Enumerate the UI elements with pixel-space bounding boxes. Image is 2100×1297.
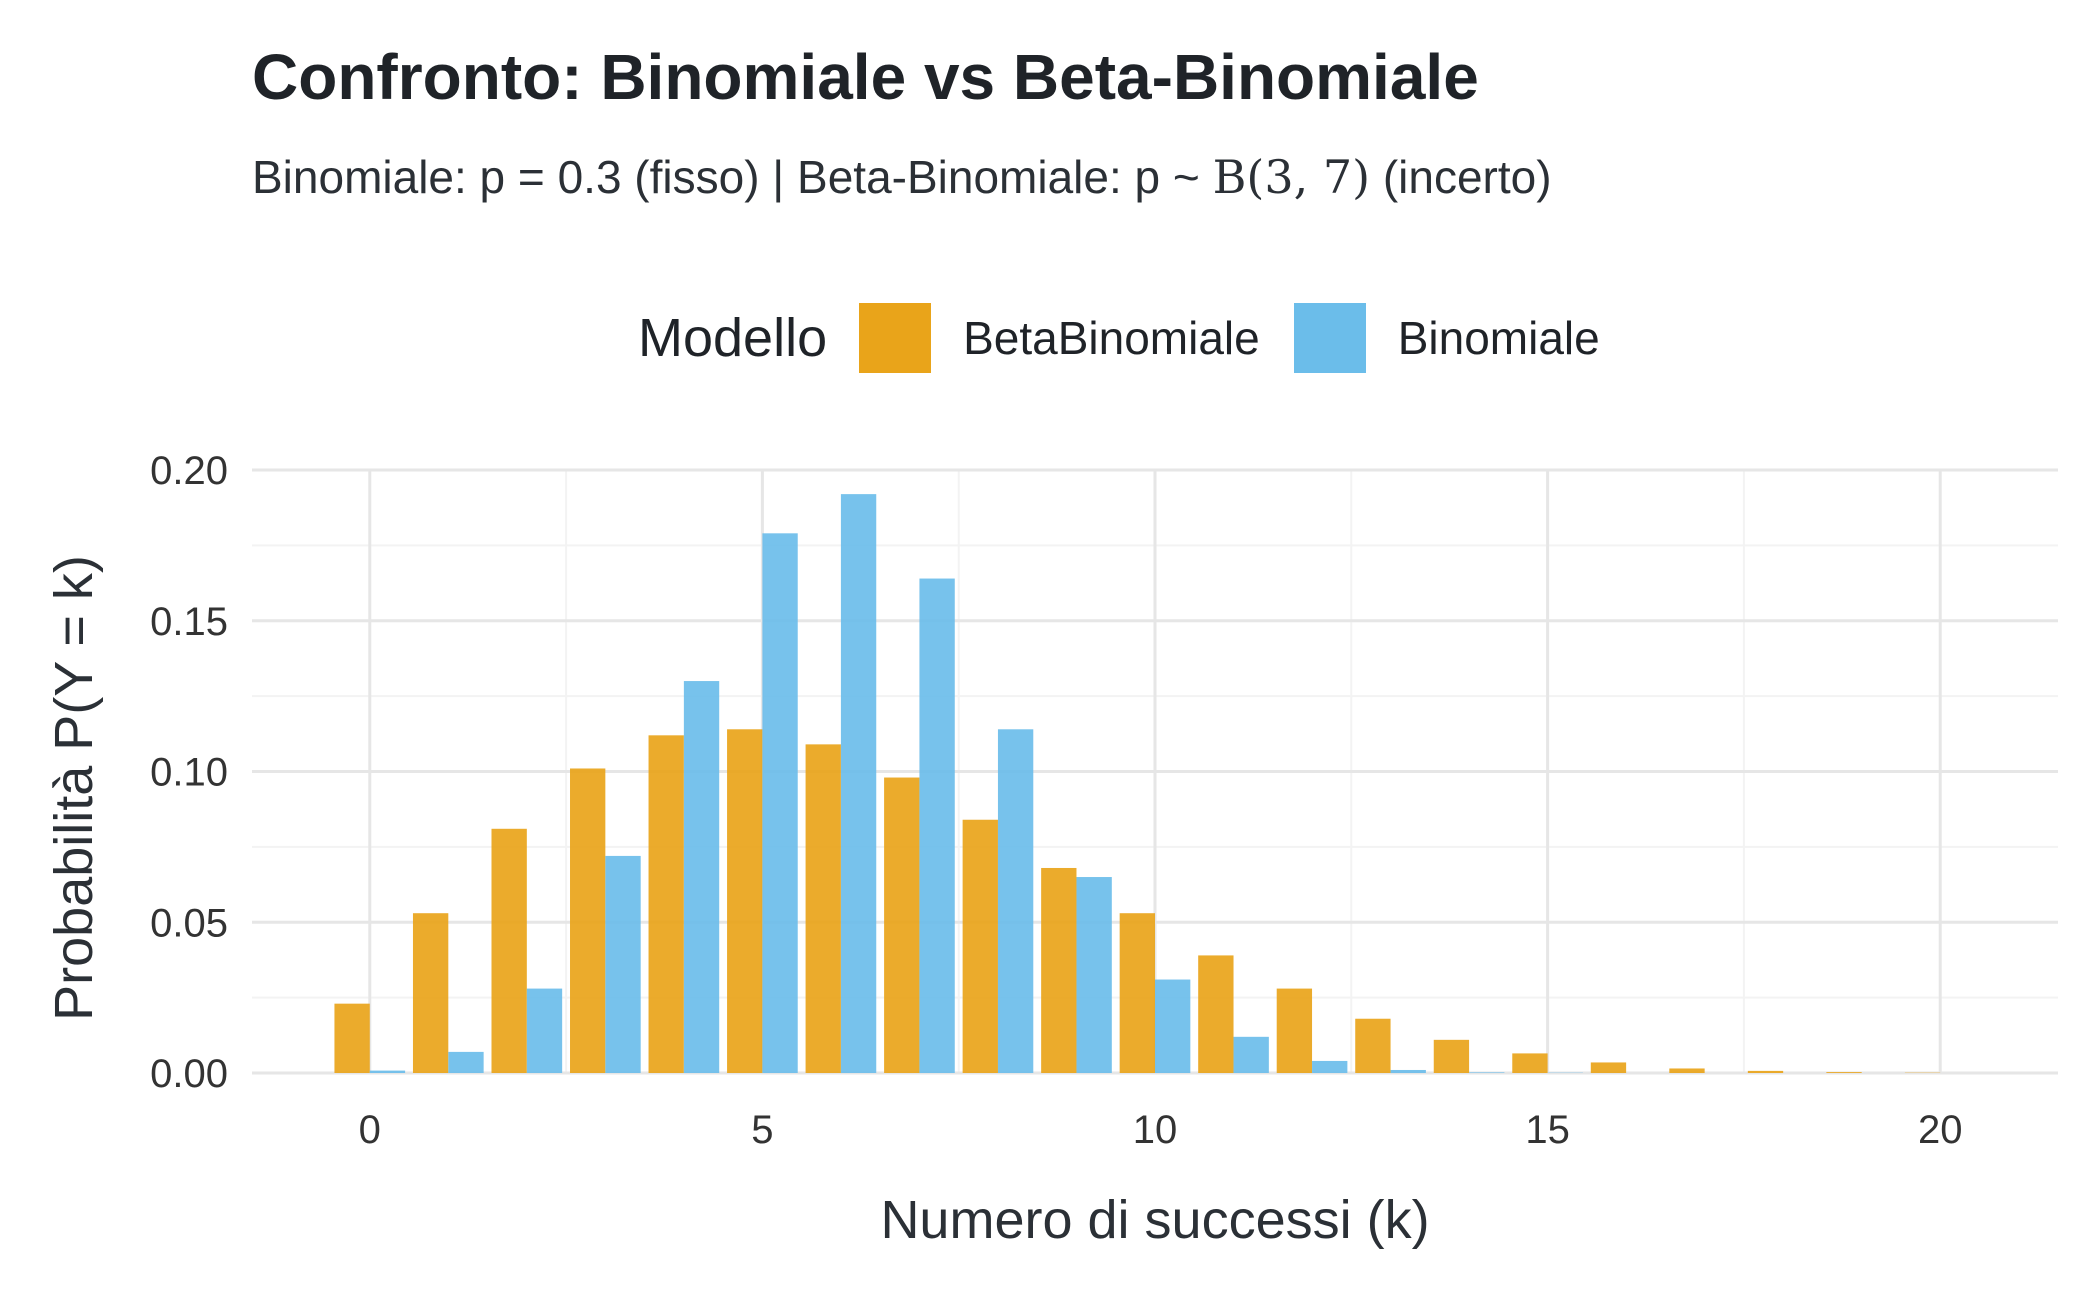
bar-betabinomiale-k13	[1355, 1018, 1391, 1073]
bar-betabinomiale-k17	[1669, 1068, 1705, 1073]
x-tick-label: 5	[751, 1108, 773, 1152]
chart-title: Confronto: Binomiale vs Beta-Binomiale	[252, 41, 1479, 113]
y-tick-label: 0.05	[150, 901, 228, 945]
x-tick-label: 15	[1525, 1108, 1570, 1152]
bar-betabinomiale-k11	[1198, 955, 1234, 1073]
bar-betabinomiale-k12	[1276, 988, 1313, 1073]
y-tick-label: 0.20	[150, 449, 228, 493]
subtitle-uncertain: (incerto)	[1382, 151, 1552, 203]
bar-betabinomiale-k18	[1747, 1070, 1784, 1073]
bar-betabinomiale-k6	[805, 744, 841, 1073]
bar-betabinomiale-k16	[1590, 1062, 1627, 1073]
bar-betabinomiale-k19	[1826, 1072, 1862, 1073]
bar-betabinomiale-k5	[727, 729, 763, 1073]
bar-betabinomiale-k10	[1119, 913, 1155, 1073]
bar-binomiale-k6	[840, 494, 877, 1073]
x-tick-label: 20	[1918, 1108, 1963, 1152]
bar-binomiale-k9	[1076, 877, 1112, 1073]
legend-item-betabinomiale: BetaBinomiale	[859, 303, 1260, 373]
legend-swatch-betabinomiale	[859, 303, 932, 373]
bar-betabinomiale-k3	[570, 768, 606, 1073]
bar-binomiale-k10	[1155, 979, 1191, 1073]
bar-binomiale-k1	[448, 1051, 484, 1073]
chart-subtitle: Binomiale: p = 0.3 (fisso) | Beta-Binomi…	[252, 150, 1552, 204]
subtitle-betabinomial: 0.3 (fisso) | Beta-Binomiale: p	[557, 151, 1161, 203]
legend-label-binomiale: Binomiale	[1397, 312, 1600, 364]
bar-binomiale-k11	[1233, 1036, 1269, 1073]
legend-swatch-binomiale	[1293, 303, 1366, 373]
bar-binomiale-k3	[605, 855, 641, 1073]
bar-binomiale-k14	[1469, 1072, 1505, 1073]
bar-binomiale-k7	[919, 578, 955, 1073]
bar-betabinomiale-k0	[334, 1003, 370, 1073]
legend-title: Modello	[638, 308, 828, 368]
x-tick-label: 10	[1133, 1108, 1178, 1152]
y-tick-labels: 0.00 0.05 0.10 0.15 0.20	[150, 449, 228, 1096]
legend-label-betabinomiale: BetaBinomiale	[963, 312, 1260, 364]
bars	[334, 494, 1941, 1073]
bar-betabinomiale-k14	[1433, 1039, 1470, 1073]
bar-binomiale-k5	[762, 533, 798, 1073]
bar-betabinomiale-k9	[1041, 867, 1077, 1073]
bar-binomiale-k2	[526, 988, 563, 1073]
bar-betabinomiale-k8	[962, 819, 998, 1073]
y-tick-label: 0.15	[150, 600, 228, 644]
x-axis-title: Numero di successi (k)	[880, 1190, 1429, 1250]
legend-item-binomiale: Binomiale	[1293, 303, 1600, 373]
bar-betabinomiale-k4	[648, 735, 684, 1073]
bar-betabinomiale-k1	[412, 913, 449, 1073]
subtitle-equals: =	[517, 151, 545, 203]
y-axis-title: Probabilità P(Y = k)	[44, 555, 104, 1021]
subtitle-tilde: ~	[1172, 151, 1200, 203]
bar-binomiale-k8	[997, 729, 1034, 1073]
legend: Modello BetaBinomiale Binomiale	[638, 300, 1634, 376]
y-tick-label: 0.10	[150, 751, 228, 795]
bar-binomiale-k13	[1390, 1069, 1426, 1073]
bar-betabinomiale-k2	[491, 828, 527, 1073]
bar-binomiale-k4	[683, 681, 720, 1073]
subtitle-math: B(3, 7)	[1212, 150, 1371, 204]
bar-binomiale-k12	[1312, 1060, 1348, 1073]
y-tick-label: 0.00	[150, 1052, 228, 1096]
bar-binomiale-k0	[369, 1070, 406, 1073]
subtitle-binomial: Binomiale: p	[252, 151, 506, 203]
x-tick-labels: 0 5 10 15 20	[359, 1108, 1963, 1152]
bar-betabinomiale-k7	[884, 777, 920, 1073]
x-tick-label: 0	[359, 1108, 381, 1152]
bar-betabinomiale-k15	[1512, 1053, 1548, 1073]
